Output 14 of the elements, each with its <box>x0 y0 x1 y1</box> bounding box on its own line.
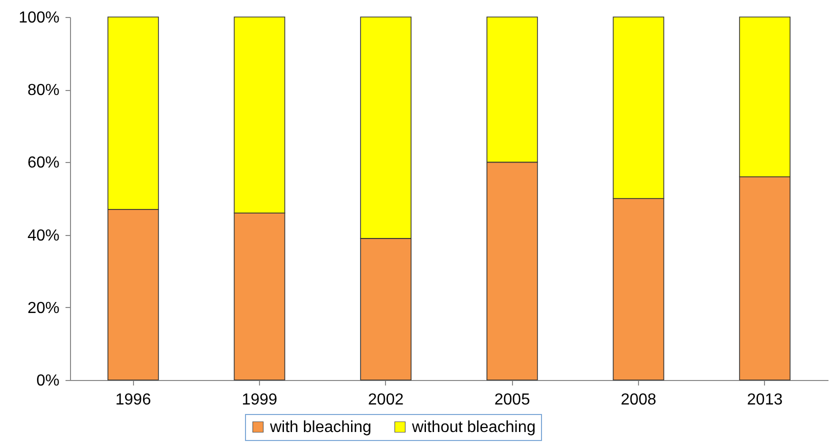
legend-label: without bleaching <box>411 419 536 436</box>
x-tick-label: 2005 <box>494 392 530 408</box>
x-tick-label: 1999 <box>242 392 278 408</box>
y-tick-label: 20% <box>27 300 60 317</box>
y-tick-label: 0% <box>36 372 60 390</box>
y-tick-label: 80% <box>27 82 60 100</box>
x-tick-label: 2013 <box>747 392 783 408</box>
y-tick-label: 60% <box>27 154 60 172</box>
y-tick-label: 40% <box>27 227 60 244</box>
y-tick-label: 100% <box>18 10 60 26</box>
x-tick-label: 2008 <box>620 392 656 408</box>
x-tick-label: 1996 <box>115 392 152 408</box>
x-tick-label: 2002 <box>368 392 404 408</box>
legend-label: with bleaching <box>269 419 372 436</box>
